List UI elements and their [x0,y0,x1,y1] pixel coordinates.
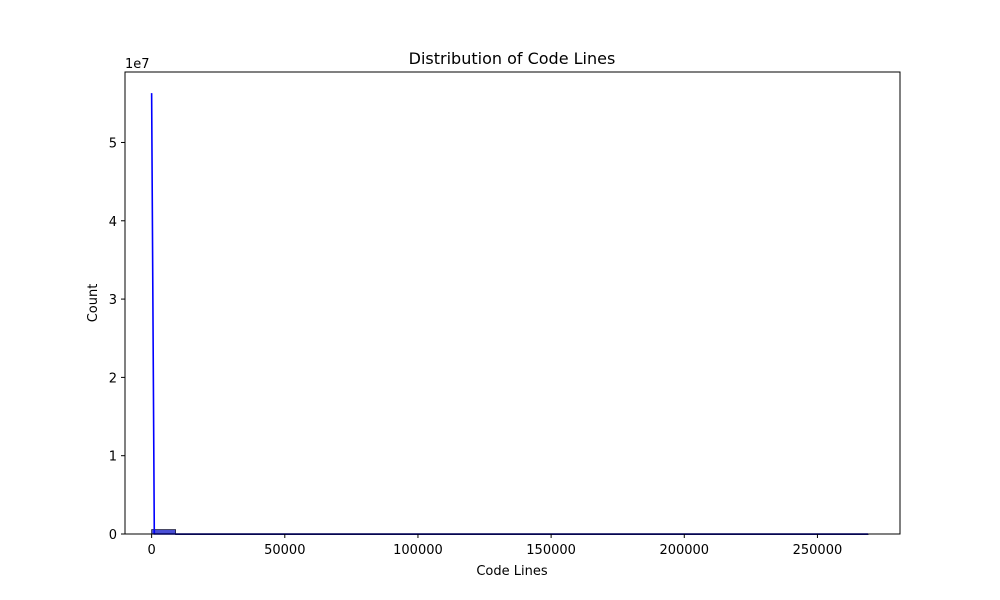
y-axis-ticks: 0 1 2 3 4 5 [109,136,125,543]
y-offset-text: 1e7 [125,57,150,72]
x-tick-label: 200000 [659,543,709,558]
y-tick-label: 0 [109,528,117,543]
y-tick-label: 5 [109,136,117,151]
plot-frame [124,71,901,535]
y-tick-label: 1 [109,450,117,465]
x-tick-label: 0 [147,543,155,558]
x-tick-label: 150000 [526,543,576,558]
x-tick-label: 250000 [793,543,843,558]
y-tick-label: 3 [109,293,117,308]
y-tick-label: 4 [109,215,117,230]
x-tick-label: 50000 [264,543,305,558]
y-tick-label: 2 [109,371,117,386]
y-axis-label: Count [86,284,101,323]
x-axis-label: Code Lines [476,564,548,579]
chart-title: Distribution of Code Lines [409,49,616,68]
x-tick-label: 100000 [393,543,443,558]
x-axis-ticks: 0 50000 100000 150000 200000 250000 [147,534,842,558]
